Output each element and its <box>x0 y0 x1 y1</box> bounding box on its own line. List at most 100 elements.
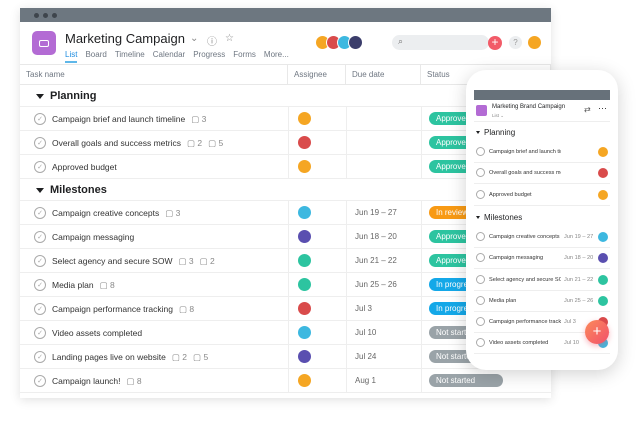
assignee-cell[interactable] <box>288 369 346 393</box>
task-row[interactable]: ✓ Campaign brief and launch timeline ▢ 3 Ap… <box>20 107 551 131</box>
complete-checkbox[interactable]: ✓ <box>34 137 46 149</box>
window-dot[interactable] <box>43 12 48 18</box>
assignee-avatar[interactable] <box>297 159 312 174</box>
complete-checkbox[interactable]: ✓ <box>34 327 46 339</box>
complete-checkbox[interactable]: ✓ <box>34 303 46 315</box>
mobile-task-row[interactable]: Overall goals and success metrics <box>474 163 610 185</box>
mobile-section-header[interactable]: Planning <box>475 128 516 137</box>
mobile-task-row[interactable]: Campaign creative concepts Jun 19 – 27 <box>474 227 610 248</box>
task-row[interactable]: ✓ Campaign launch! ▢ 8 Aug 1 Not started <box>20 369 551 393</box>
filter-icon[interactable]: ⇄ <box>584 105 591 114</box>
chevron-down-icon[interactable]: ⌄ <box>190 33 199 44</box>
assignee-cell[interactable] <box>288 131 346 155</box>
status-cell[interactable]: Not started <box>421 369 551 393</box>
more-icon[interactable]: ⋯ <box>598 103 607 113</box>
mobile-task-row[interactable]: Select agency and secure SOW Jun 21 – 22 <box>474 270 610 291</box>
view-selector[interactable]: List ⌄ <box>492 113 505 118</box>
section-header[interactable]: Planning <box>20 85 551 107</box>
user-avatar[interactable] <box>527 35 542 50</box>
complete-checkbox[interactable] <box>476 231 485 241</box>
star-icon[interactable]: ☆ <box>225 33 234 44</box>
assignee-cell[interactable] <box>288 345 346 369</box>
assignee-cell[interactable] <box>288 249 346 273</box>
section-header[interactable]: Milestones <box>20 179 551 201</box>
complete-checkbox[interactable] <box>476 189 485 199</box>
assignee-cell[interactable] <box>288 155 346 179</box>
mobile-task-row[interactable]: Campaign messaging Jun 18 – 20 <box>474 248 610 270</box>
task-name[interactable]: Landing pages live on website ▢ 2 ▢ 5 <box>52 352 208 363</box>
window-dot[interactable] <box>34 12 39 18</box>
due-date[interactable]: Jun 21 – 22 <box>346 249 421 273</box>
tab-forms[interactable]: Forms <box>233 50 256 59</box>
due-date[interactable] <box>346 155 421 179</box>
due-date[interactable]: Jun 19 – 27 <box>346 201 421 225</box>
mobile-section-header[interactable]: Milestones <box>475 212 523 222</box>
column-task-name[interactable]: Task name <box>20 65 288 85</box>
task-name[interactable]: Campaign launch! ▢ 8 <box>52 376 142 387</box>
complete-checkbox[interactable]: ✓ <box>34 207 46 219</box>
assignee-cell[interactable] <box>288 297 346 321</box>
assignee-cell[interactable] <box>288 201 346 225</box>
complete-checkbox[interactable] <box>476 295 485 305</box>
assignee-avatar[interactable] <box>297 111 312 126</box>
tab-more[interactable]: More... <box>263 50 289 59</box>
column-assignee[interactable]: Assignee <box>288 65 346 85</box>
mobile-task-row[interactable]: Video assets completed Jul 10 <box>474 333 610 355</box>
info-icon[interactable]: ⓘ <box>207 37 217 48</box>
mobile-task-row[interactable]: Campaign brief and launch timeline <box>474 142 610 163</box>
tab-calendar[interactable]: Calendar <box>152 50 186 59</box>
complete-checkbox[interactable] <box>476 168 485 178</box>
member-avatars[interactable] <box>315 35 363 50</box>
task-name[interactable]: Campaign performance tracking ▢ 8 <box>52 304 194 315</box>
due-date[interactable]: Jul 3 <box>346 297 421 321</box>
complete-checkbox[interactable]: ✓ <box>34 113 46 125</box>
due-date[interactable] <box>346 107 421 131</box>
due-date[interactable]: Jun 25 – 26 <box>346 273 421 297</box>
due-date[interactable]: Jul 24 <box>346 345 421 369</box>
complete-checkbox[interactable]: ✓ <box>34 375 46 387</box>
add-button[interactable]: + <box>488 36 502 50</box>
search-input[interactable]: ⌕ <box>392 35 489 50</box>
complete-checkbox[interactable] <box>476 338 485 348</box>
assignee-cell[interactable] <box>288 273 346 297</box>
task-name[interactable]: Campaign creative concepts ▢ 3 <box>52 208 180 219</box>
task-name[interactable]: Select agency and secure SOW ▢ 3 ▢ 2 <box>52 256 215 267</box>
assignee-avatar[interactable] <box>297 373 312 388</box>
tab-list[interactable]: List <box>65 50 78 63</box>
due-date[interactable]: Jun 18 – 20 <box>346 225 421 249</box>
task-name[interactable]: Campaign messaging <box>52 232 134 242</box>
task-name[interactable]: Approved budget <box>52 162 117 172</box>
help-button[interactable]: ? <box>509 36 522 49</box>
window-dot[interactable] <box>52 12 57 18</box>
assignee-avatar[interactable] <box>297 229 312 244</box>
column-due-date[interactable]: Due date <box>346 65 421 85</box>
due-date[interactable]: Jul 10 <box>346 321 421 345</box>
complete-checkbox[interactable]: ✓ <box>34 231 46 243</box>
mobile-add-button[interactable]: + <box>585 320 609 344</box>
complete-checkbox[interactable]: ✓ <box>34 161 46 173</box>
mobile-task-row[interactable]: Media plan Jun 25 – 26 <box>474 291 610 312</box>
complete-checkbox[interactable]: ✓ <box>34 255 46 267</box>
assignee-avatar[interactable] <box>297 325 312 340</box>
task-name[interactable]: Video assets completed <box>52 328 142 338</box>
task-name[interactable]: Overall goals and success metrics ▢ 2 ▢ 5 <box>52 138 223 149</box>
complete-checkbox[interactable] <box>476 147 485 156</box>
complete-checkbox[interactable] <box>476 274 485 284</box>
task-name[interactable]: Campaign brief and launch timeline ▢ 3 <box>52 114 206 125</box>
assignee-avatar[interactable] <box>297 277 312 292</box>
assignee-avatar[interactable] <box>297 301 312 316</box>
tab-board[interactable]: Board <box>85 50 107 59</box>
due-date[interactable]: Aug 1 <box>346 369 421 393</box>
assignee-cell[interactable] <box>288 225 346 249</box>
tab-timeline[interactable]: Timeline <box>114 50 145 59</box>
complete-checkbox[interactable] <box>476 317 485 327</box>
mobile-task-row[interactable]: Approved budget <box>474 185 610 206</box>
complete-checkbox[interactable] <box>476 253 485 263</box>
assignee-cell[interactable] <box>288 321 346 345</box>
complete-checkbox[interactable]: ✓ <box>34 279 46 291</box>
assignee-avatar[interactable] <box>297 205 312 220</box>
assignee-cell[interactable] <box>288 107 346 131</box>
complete-checkbox[interactable]: ✓ <box>34 351 46 363</box>
assignee-avatar[interactable] <box>297 349 312 364</box>
assignee-avatar[interactable] <box>297 253 312 268</box>
